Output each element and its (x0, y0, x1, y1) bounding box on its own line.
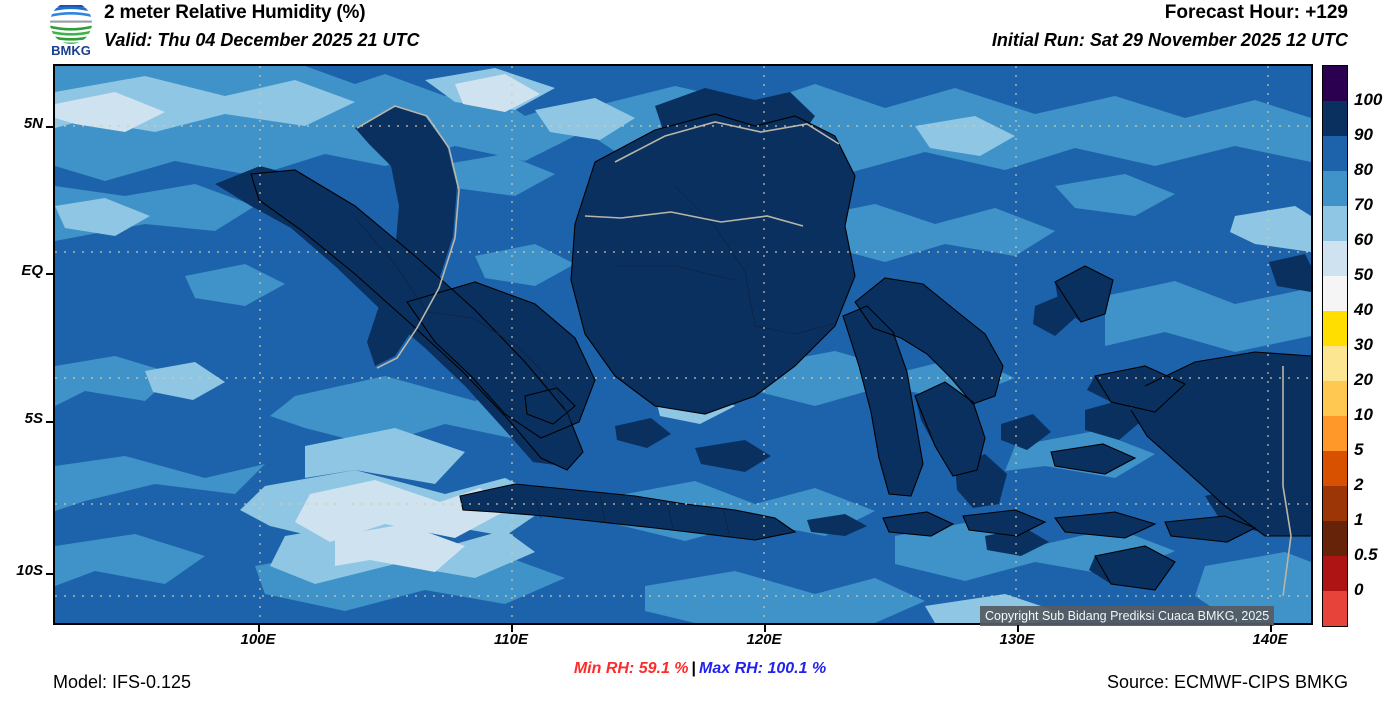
colorbar-swatch (1323, 346, 1347, 381)
y-tick-mark-10s (46, 573, 53, 575)
y-tick-mark-5s (46, 421, 53, 423)
colorbar-tick-label: 20 (1354, 370, 1373, 389)
model-label: Model: IFS-0.125 (53, 672, 192, 692)
x-tick-label-120e: 120E (746, 631, 782, 648)
min-rh-value: Min RH: 59.1 % (573, 660, 689, 677)
colorbar-tick-label: 30 (1354, 335, 1373, 354)
colorbar-tick-label: 100 (1354, 90, 1383, 109)
map-panel[interactable]: Copyright Sub Bidang Prediksi Cuaca BMKG… (53, 64, 1313, 626)
x-tick-mark-100e (258, 625, 260, 632)
logo-text: BMKG (51, 43, 91, 57)
bmkg-logo: BMKG (40, 1, 102, 58)
min-max-separator: | (691, 660, 696, 677)
source-label: Source: ECMWF-CIPS BMKG (1106, 672, 1348, 692)
colorbar-tick-label: 0 (1354, 580, 1364, 599)
x-tick-mark-140e (1270, 625, 1272, 632)
colorbar-swatch (1323, 171, 1347, 206)
coastlines (250, 113, 1311, 591)
colorbar-tick-label: 90 (1354, 125, 1373, 144)
page-title: 2 meter Relative Humidity (%) (104, 2, 366, 23)
copyright-watermark: Copyright Sub Bidang Prediksi Cuaca BMKG… (980, 606, 1275, 626)
colorbar-swatch (1323, 556, 1347, 591)
colorbar-swatch (1323, 311, 1347, 346)
colorbar-tick-label: 0.5 (1354, 545, 1378, 564)
forecast-hour-label: Forecast Hour: +129 (1164, 2, 1348, 23)
colorbar-tick-label: 50 (1354, 265, 1373, 284)
field-band-50 (55, 74, 540, 572)
colorbar-swatch (1323, 101, 1347, 136)
header: BMKG 2 meter Relative Humidity (%) Valid… (0, 0, 1400, 60)
colorbar-tick-label: 2 (1354, 475, 1364, 494)
x-tick-label-100e: 100E (240, 631, 276, 648)
y-tick-label-eq: EQ (21, 262, 43, 279)
colorbar-tick-label: 60 (1354, 230, 1373, 249)
valid-time-label: Valid: Thu 04 December 2025 21 UTC (104, 30, 420, 50)
initial-run-label: Initial Run: Sat 29 November 2025 12 UTC (991, 30, 1348, 50)
colorbar-swatch (1323, 66, 1347, 101)
humidity-contour-map (55, 66, 1311, 623)
x-tick-label-130e: 130E (999, 631, 1035, 648)
national-borders (356, 105, 1292, 597)
colorbar-swatch (1323, 241, 1347, 276)
y-tick-label-5n: 5N (23, 115, 43, 132)
colorbar-swatch (1323, 136, 1347, 171)
internal-boundaries (354, 185, 834, 535)
y-tick-label-5s: 5S (24, 410, 43, 427)
y-tick-mark-5n (46, 126, 53, 128)
colorbar-tick-label: 1 (1354, 510, 1364, 529)
x-tick-mark-110e (511, 625, 513, 632)
x-tick-mark-120e (764, 625, 766, 632)
colorbar-swatch (1323, 521, 1347, 556)
y-tick-label-10s: 10S (16, 562, 43, 579)
colorbar-tick-label: 10 (1354, 405, 1373, 424)
colorbar-swatch (1323, 206, 1347, 241)
min-max-rh-label: Min RH: 59.1 % | Max RH: 100.1 % (574, 660, 826, 678)
x-tick-label-140e: 140E (1252, 631, 1288, 648)
x-tick-mark-130e (1017, 625, 1019, 632)
colorbar-swatch (1323, 591, 1347, 626)
max-rh-value: Max RH: 100.1 % (699, 660, 827, 677)
colorbar-swatch (1323, 451, 1347, 486)
colorbar-tick-label: 40 (1354, 300, 1373, 319)
colorbar-swatch (1323, 486, 1347, 521)
colorbar[interactable] (1322, 65, 1348, 627)
logo-wave-lines (50, 5, 92, 44)
colorbar-swatch (1323, 416, 1347, 451)
colorbar-swatch (1323, 276, 1347, 311)
colorbar-tick-label: 80 (1354, 160, 1373, 179)
x-tick-label-110e: 110E (494, 631, 528, 648)
y-tick-mark-eq (46, 273, 53, 275)
colorbar-tick-label: 70 (1354, 195, 1373, 214)
colorbar-swatch (1323, 381, 1347, 416)
colorbar-tick-label: 5 (1354, 440, 1364, 459)
